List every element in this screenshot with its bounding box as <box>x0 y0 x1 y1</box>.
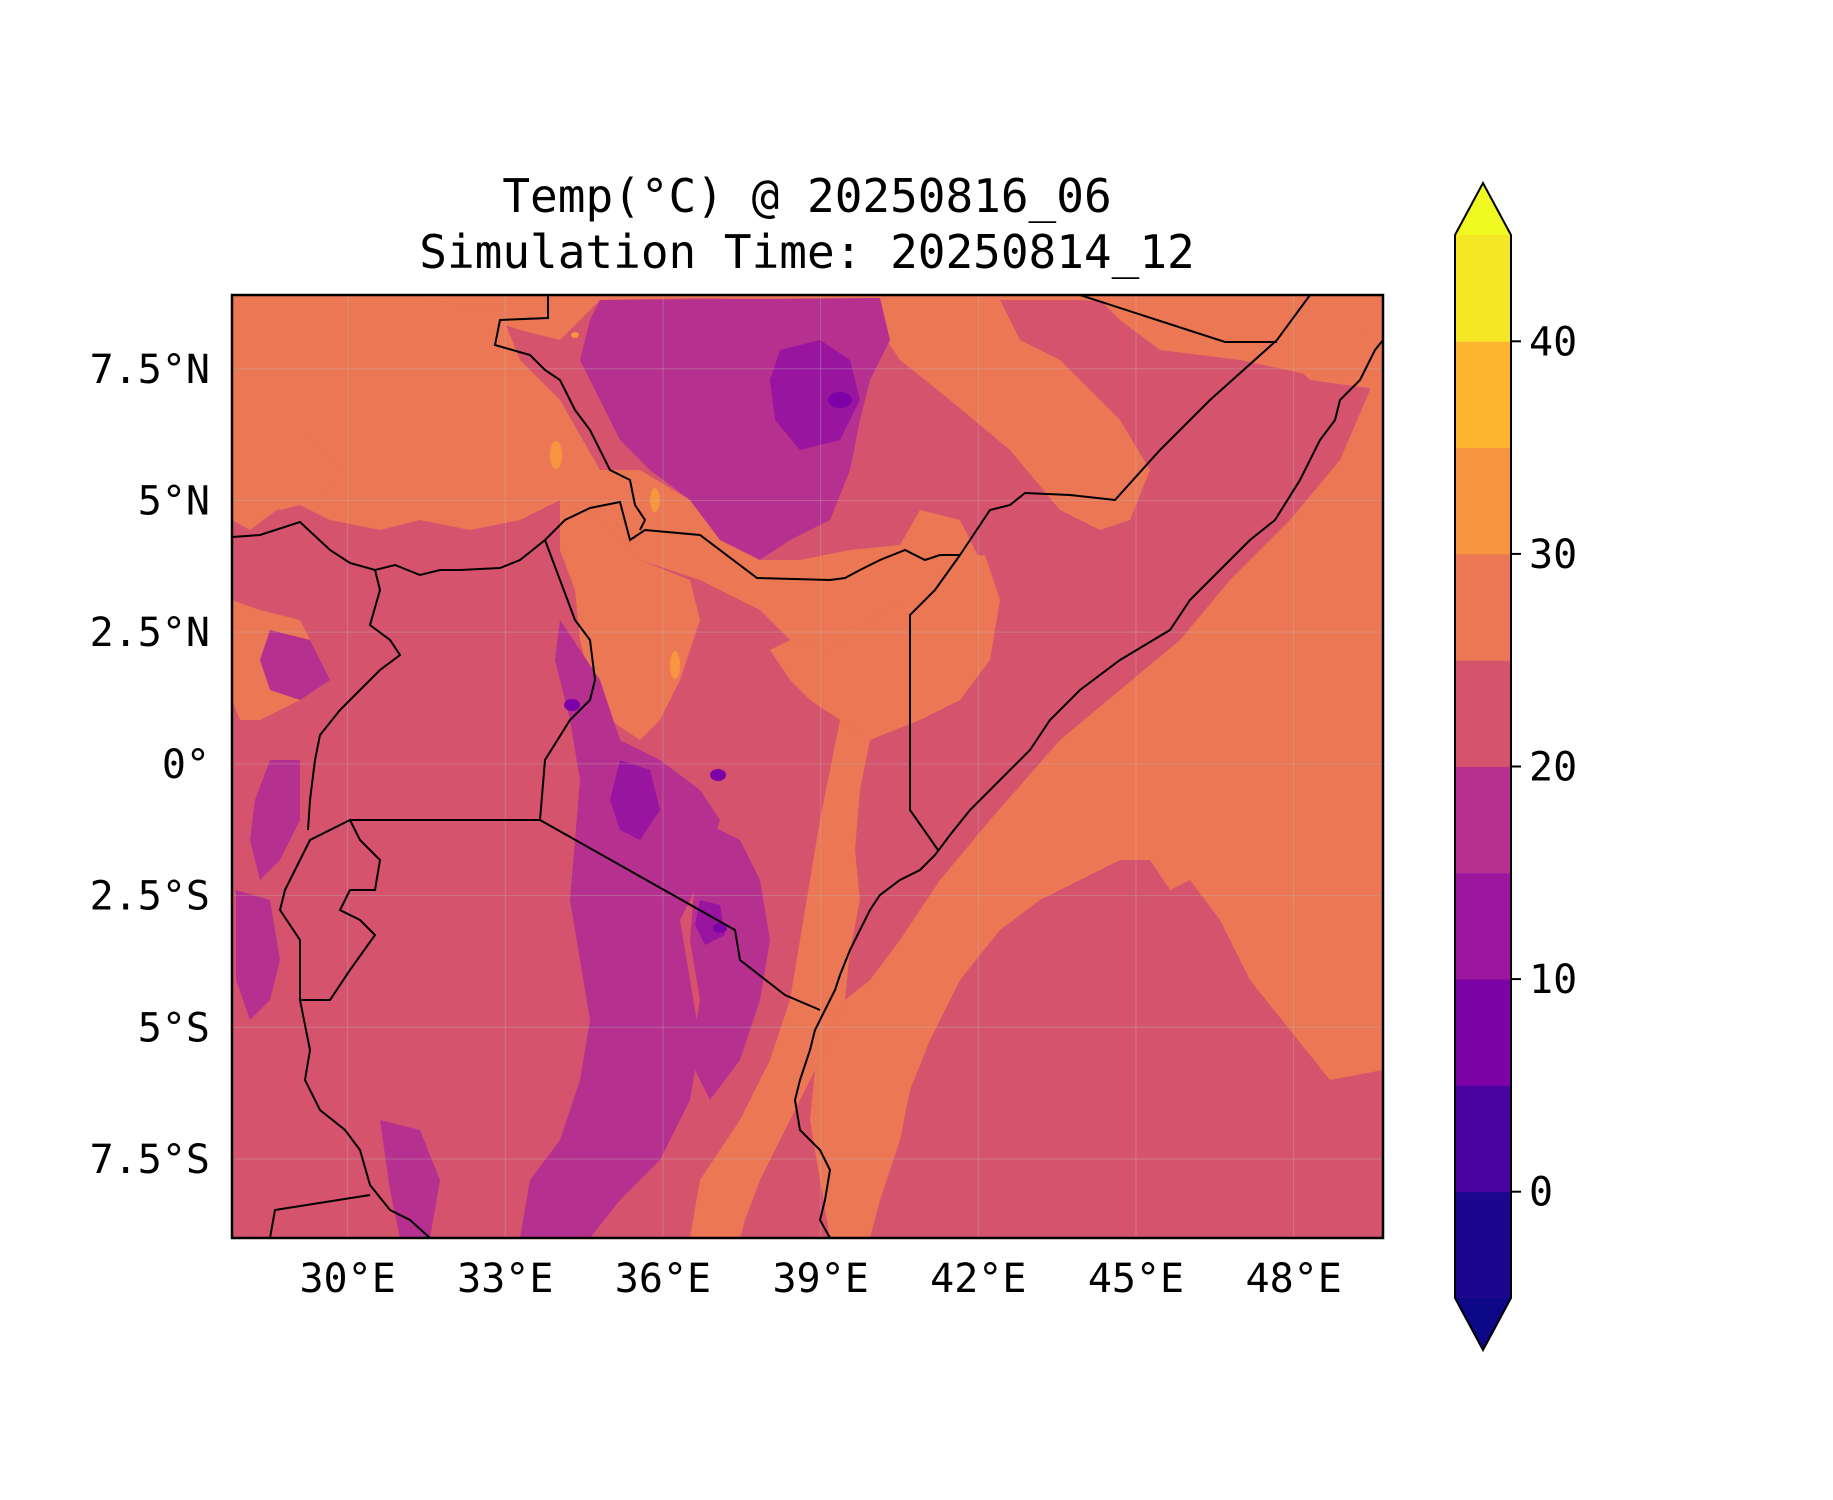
figure-title-line1: Temp(°C) @ 20250816_06 <box>502 169 1111 223</box>
lon-tick-labels: 30°E 33°E 36°E 39°E 42°E 45°E 48°E <box>299 1256 1341 1302</box>
colorbar-segment <box>1455 1085 1511 1193</box>
border-uganda-west <box>307 569 402 831</box>
country-borders <box>232 295 1383 1238</box>
colorbar-tick-label: 20 <box>1529 745 1577 791</box>
colorbar-tick-label: 30 <box>1529 532 1577 578</box>
temp-band-10-15 <box>610 340 860 945</box>
lon-tick-label: 33°E <box>457 1256 553 1302</box>
map-axes-frame <box>230 293 1385 1240</box>
coastline-east-africa <box>793 339 1383 1238</box>
colorbar-tick-label: 40 <box>1529 319 1577 365</box>
temp-band-5-10 <box>564 392 852 933</box>
border-ethiopia-north <box>493 295 647 531</box>
lat-tick-label: 2.5°N <box>90 610 210 656</box>
lat-tick-label: 7.5°N <box>90 347 210 393</box>
border-rwanda-burundi <box>278 818 382 1001</box>
colorbar-segment <box>1455 660 1511 767</box>
border-tanzania-north <box>350 819 821 1011</box>
colorbar-segment <box>1455 341 1511 449</box>
lat-tick-label: 7.5°S <box>90 1137 210 1183</box>
colorbar-outline <box>1454 180 1512 1353</box>
colorbar: 0 10 20 30 40 <box>1454 180 1577 1353</box>
colorbar-extend-min <box>1455 1298 1511 1350</box>
map-gridlines <box>232 295 1383 1238</box>
colorbar-segment <box>1455 235 1511 342</box>
border-zambia <box>269 1194 371 1238</box>
colorbar-tick-label: 0 <box>1529 1170 1553 1216</box>
figure-title-line2: Simulation Time: 20250814_12 <box>419 225 1194 279</box>
lon-tick-label: 36°E <box>615 1256 711 1302</box>
temp-band-30-35 <box>550 332 680 679</box>
colorbar-tick-label: 10 <box>1529 957 1577 1003</box>
border-drc-lake-tanganyika <box>299 999 431 1238</box>
border-south-sudan-north <box>232 500 960 582</box>
lat-tick-label: 0° <box>162 742 210 788</box>
lon-tick-label: 48°E <box>1245 1256 1341 1302</box>
colorbar-extend-max <box>1455 183 1511 235</box>
colorbar-segment <box>1455 979 1511 1086</box>
colorbar-segment <box>1455 553 1511 661</box>
colorbar-segment <box>1455 1191 1511 1299</box>
lat-tick-label: 2.5°S <box>90 874 210 920</box>
lat-tick-label: 5°N <box>138 478 210 524</box>
lon-tick-label: 45°E <box>1088 1256 1184 1302</box>
colorbar-segment <box>1455 447 1511 555</box>
lon-tick-label: 42°E <box>930 1256 1026 1302</box>
border-uganda-kenya-north <box>539 539 597 821</box>
colorbar-segment <box>1455 872 1511 980</box>
border-ethiopia-somalia <box>959 295 1311 556</box>
colorbar-segment <box>1455 766 1511 874</box>
lat-tick-labels: 7.5°N 5°N 2.5°N 0° 2.5°S 5°S 7.5°S <box>90 347 210 1183</box>
border-ethiopia-east <box>1079 295 1277 343</box>
lon-tick-label: 39°E <box>772 1256 868 1302</box>
lat-tick-label: 5°S <box>138 1005 210 1051</box>
border-kenya-somalia <box>909 554 961 851</box>
map-plot <box>232 295 1383 1238</box>
lon-tick-label: 30°E <box>299 1256 395 1302</box>
